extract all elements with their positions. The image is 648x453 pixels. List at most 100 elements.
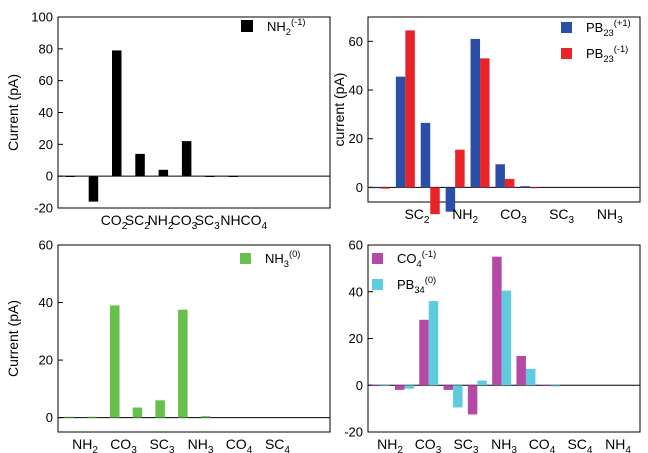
bar [178, 309, 188, 418]
x-category-label-sub: 3 [169, 445, 175, 453]
legend-label-sub: 23 [603, 28, 613, 38]
x-category-label-sub: 3 [436, 445, 442, 453]
bar [405, 30, 415, 188]
bar [64, 416, 75, 418]
legend-label-sub: 34 [414, 285, 424, 295]
legend-label-sub: 3 [284, 259, 289, 269]
x-category-label-sub: 3 [214, 221, 220, 232]
x-category-label: NH3 [491, 436, 517, 453]
bar [88, 176, 99, 202]
bar [228, 176, 238, 177]
x-category-label: NH2 [452, 206, 478, 226]
x-category-label-sub: 3 [208, 445, 214, 453]
bar [477, 380, 487, 386]
bar [370, 187, 381, 189]
bar [181, 141, 192, 177]
bar [443, 385, 454, 390]
x-category-label-base: SC [149, 436, 168, 452]
x-category-label: SC4 [567, 436, 592, 453]
x-category-label-sub: 4 [625, 445, 631, 453]
legend-label-sub: 23 [603, 54, 613, 64]
legend-label-sub: 2 [286, 27, 291, 37]
y-tick-label: 60 [39, 73, 53, 88]
y-tick-label: 40 [349, 83, 363, 98]
bar [419, 319, 429, 386]
legend-swatch [240, 253, 251, 264]
legend-label-sup: (0) [425, 275, 436, 285]
x-category-label-base: SC [567, 436, 586, 452]
bar [380, 385, 390, 387]
bar [158, 169, 169, 177]
x-category-label: CO4 [226, 436, 253, 453]
x-category-label-base: SC [549, 206, 568, 222]
x-category-label-sub: 3 [569, 215, 575, 226]
x-category-label-base: NH [220, 212, 240, 228]
legend-swatch [561, 48, 572, 59]
legend-label-base: NH [265, 251, 284, 266]
y-tick-label: 20 [39, 353, 53, 368]
x-category-label: NH3 [597, 206, 623, 226]
x-category-label: CO3 [415, 436, 442, 453]
legend-label-sup: (-1) [291, 17, 306, 27]
x-category-label-sub: 3 [473, 445, 479, 453]
legend-label: PB34(0) [397, 275, 436, 295]
bar [550, 385, 560, 387]
y-tick-label: 40 [39, 295, 53, 310]
x-category-label-sub: 4 [550, 445, 556, 453]
x-category-label-sub: 2 [92, 445, 98, 453]
y-axis-title: Current (pA) [5, 300, 21, 377]
bar [501, 290, 512, 386]
bar [65, 176, 75, 177]
bar [467, 385, 478, 415]
x-category-label: SC3 [453, 436, 478, 453]
x-category-label-sub: 4 [247, 445, 253, 453]
x-category-label-sub: 3 [521, 215, 527, 226]
bar [394, 385, 405, 390]
bar [420, 122, 431, 188]
bar [445, 187, 456, 212]
x-category-label: CO4 [240, 212, 267, 232]
x-category-label-sub: 2 [144, 221, 150, 232]
bar [453, 385, 463, 408]
legend-swatch [561, 22, 572, 33]
x-category-label: CO2 [101, 212, 128, 232]
x-category-label: SC2 [125, 212, 150, 232]
legend-label: NH2(-1) [267, 17, 306, 37]
x-category-label-sub: 2 [424, 215, 430, 226]
bar [132, 407, 143, 418]
y-axis-title: Current (pA) [5, 74, 21, 151]
y-tick-label: 60 [39, 238, 53, 253]
plot-frame [57, 16, 331, 209]
x-category-label-sub: 3 [131, 445, 137, 453]
legend-swatch [241, 20, 253, 32]
x-category-label-base: NH [452, 206, 472, 222]
x-category-label-base: SC [195, 212, 214, 228]
y-tick-label: 0 [356, 378, 363, 393]
bar [380, 187, 390, 189]
plot-frame [57, 244, 331, 433]
x-category-label-base: NH [605, 436, 625, 452]
legend-label-sup: (+1) [614, 18, 631, 28]
x-category-label: CO3 [110, 436, 137, 453]
x-category-label-sub: 3 [511, 445, 517, 453]
bar [112, 50, 122, 177]
x-category-label-sub: 3 [192, 221, 198, 232]
legend-swatch [372, 279, 383, 290]
y-tick-label: 40 [39, 105, 53, 120]
bar [395, 76, 406, 188]
x-category-label: NH4 [605, 436, 631, 453]
x-category-label-sub: 2 [168, 221, 174, 232]
bar [540, 385, 551, 387]
x-category-label: CO4 [529, 436, 556, 453]
x-category-label-base: SC [125, 212, 144, 228]
y-tick-label: 100 [31, 10, 53, 25]
x-category-label: NH3 [188, 436, 214, 453]
x-category-label: NH2 [377, 436, 403, 453]
y-tick-label: 40 [349, 284, 363, 299]
bar [480, 58, 490, 188]
y-tick-label: 0 [356, 180, 363, 195]
x-category-label-base: CO [101, 212, 122, 228]
